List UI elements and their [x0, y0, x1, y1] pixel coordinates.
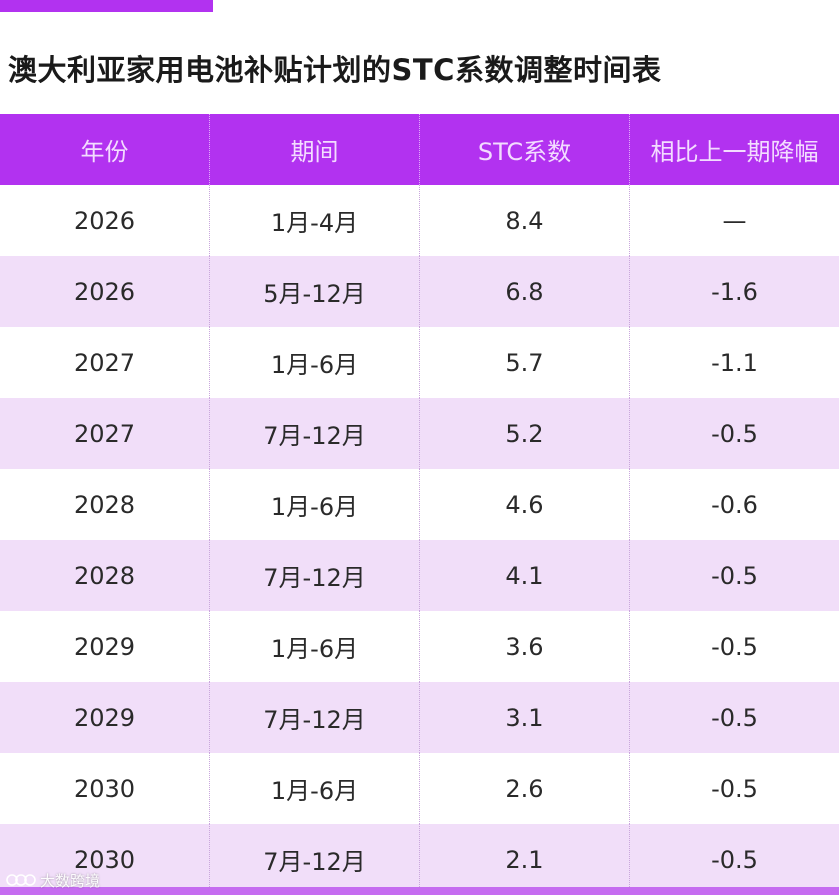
stc-schedule-table: 年份 期间 STC系数 相比上一期降幅 2026 1月-4月 8.4 — 202… [0, 114, 839, 895]
top-accent-bar [0, 0, 213, 12]
cell-year: 2027 [0, 398, 210, 469]
cell-period: 7月-12月 [210, 540, 420, 611]
cell-period: 7月-12月 [210, 824, 420, 895]
cell-stc-factor: 8.4 [420, 185, 630, 256]
cell-stc-factor: 5.7 [420, 327, 630, 398]
table-row: 2030 1月-6月 2.6 -0.5 [0, 753, 839, 824]
cell-year: 2026 [0, 185, 210, 256]
cell-year: 2028 [0, 469, 210, 540]
cell-stc-factor: 6.8 [420, 256, 630, 327]
header-stc-factor: STC系数 [420, 114, 630, 185]
cell-decrease: -1.6 [711, 277, 758, 306]
cell-decrease: -1.1 [711, 348, 758, 377]
cell-period: 5月-12月 [210, 256, 420, 327]
table-row: 2026 1月-4月 8.4 — [0, 185, 839, 256]
cell-year: 2030 [0, 753, 210, 824]
bottom-accent-bar [0, 887, 839, 895]
cell-decrease: -0.5 [711, 419, 758, 448]
cell-decrease: -0.5 [711, 845, 758, 874]
cell-period: 1月-6月 [210, 469, 420, 540]
page-title: 澳大利亚家用电池补贴计划的STC系数调整时间表 [8, 53, 662, 87]
cell-decrease: -0.5 [711, 774, 758, 803]
cell-stc-factor: 3.6 [420, 611, 630, 682]
cell-decrease: — [722, 206, 747, 235]
cell-decrease: -0.5 [711, 561, 758, 590]
cell-period: 7月-12月 [210, 398, 420, 469]
watermark: 大数跨境 [6, 868, 100, 892]
cell-period: 1月-6月 [210, 611, 420, 682]
table-row: 2029 7月-12月 3.1 -0.5 [0, 682, 839, 753]
cell-year: 2026 [0, 256, 210, 327]
cell-year: 2029 [0, 611, 210, 682]
table-row: 2030 7月-12月 2.1 -0.5 [0, 824, 839, 895]
cell-stc-factor: 3.1 [420, 682, 630, 753]
cell-stc-factor: 4.1 [420, 540, 630, 611]
table-row: 2029 1月-6月 3.6 -0.5 [0, 611, 839, 682]
cell-decrease: -0.5 [711, 703, 758, 732]
cell-year: 2029 [0, 682, 210, 753]
cell-stc-factor: 4.6 [420, 469, 630, 540]
cell-stc-factor: 5.2 [420, 398, 630, 469]
header-decrease: 相比上一期降幅 [650, 138, 819, 166]
header-year: 年份 [0, 114, 210, 185]
table-row: 2028 1月-6月 4.6 -0.6 [0, 469, 839, 540]
cell-period: 1月-6月 [210, 327, 420, 398]
cell-period: 1月-4月 [210, 185, 420, 256]
header-period: 期间 [210, 114, 420, 185]
watermark-text: 大数跨境 [40, 871, 101, 890]
table-row: 2028 7月-12月 4.1 -0.5 [0, 540, 839, 611]
cell-decrease: -0.5 [711, 632, 758, 661]
cell-year: 2030 [0, 824, 210, 895]
cell-year: 2028 [0, 540, 210, 611]
cell-period: 7月-12月 [210, 682, 420, 753]
cell-decrease: -0.6 [711, 490, 758, 519]
cell-period: 1月-6月 [210, 753, 420, 824]
table-row: 2026 5月-12月 6.8 -1.6 [0, 256, 839, 327]
table-row: 2027 7月-12月 5.2 -0.5 [0, 398, 839, 469]
table-row: 2027 1月-6月 5.7 -1.1 [0, 327, 839, 398]
table-header-row: 年份 期间 STC系数 相比上一期降幅 [0, 114, 839, 185]
cell-year: 2027 [0, 327, 210, 398]
cell-stc-factor: 2.1 [420, 824, 630, 895]
cell-stc-factor: 2.6 [420, 753, 630, 824]
brand-logo-icon [6, 871, 36, 889]
